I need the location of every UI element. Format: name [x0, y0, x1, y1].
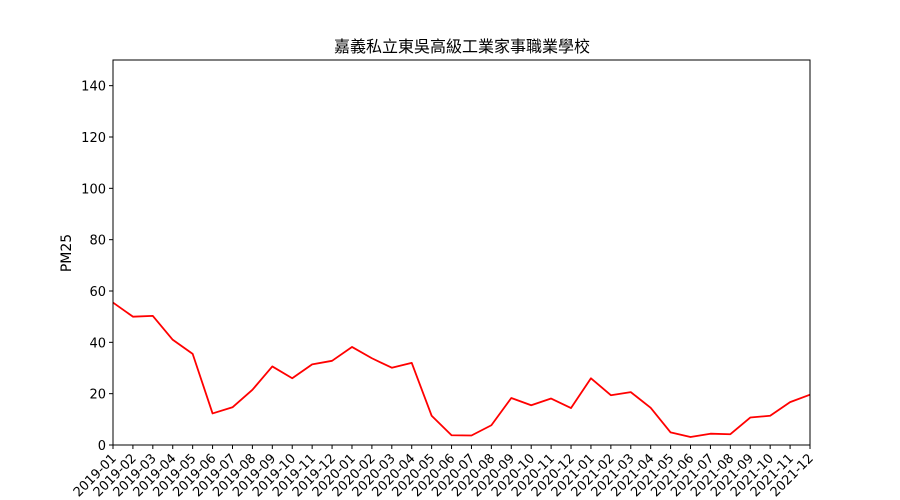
x-axis: 2019-012019-022019-032019-042019-052019-…	[71, 445, 817, 500]
series-line	[112, 301, 811, 438]
y-tick-label: 40	[89, 336, 106, 351]
y-axis: 0 20 40 60 80 100 120 140	[81, 80, 113, 454]
y-axis-label: PM25	[59, 234, 75, 272]
chart-title: 嘉義私立東吳高級工業家事職業學校	[334, 37, 590, 56]
y-tick-label: 0	[98, 439, 106, 454]
plot-frame	[112, 59, 811, 446]
y-tick-label: 80	[89, 234, 106, 249]
y-tick-label: 120	[81, 131, 106, 146]
series-group	[112, 301, 811, 438]
y-tick-label: 100	[81, 182, 106, 197]
y-tick-label: 20	[89, 388, 106, 403]
y-tick-label: 140	[81, 80, 106, 95]
y-tick-label: 60	[89, 285, 106, 300]
